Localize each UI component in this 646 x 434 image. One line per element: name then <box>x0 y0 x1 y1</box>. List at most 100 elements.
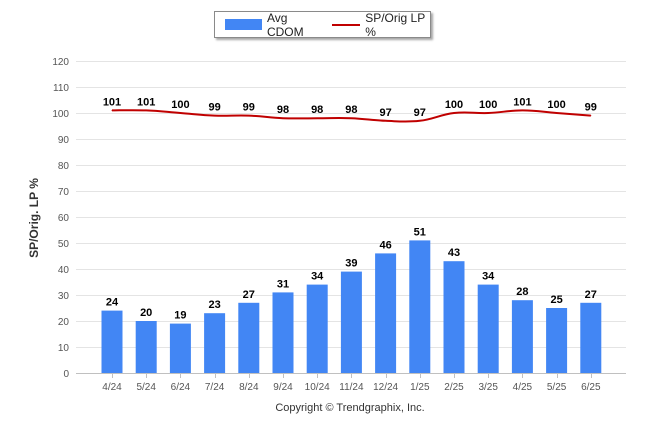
line-point <box>179 112 181 114</box>
bar-data-label: 25 <box>550 294 562 306</box>
line-point <box>350 117 352 119</box>
line-point <box>248 115 250 117</box>
bar-data-label: 39 <box>345 258 357 270</box>
bar-data-label: 43 <box>448 247 460 259</box>
y-tick-label: 90 <box>58 135 70 146</box>
line-point <box>453 112 455 114</box>
bar-data-label: 46 <box>379 239 391 251</box>
y-tick-label: 10 <box>58 343 70 354</box>
x-tick-label: 7/24 <box>205 382 225 393</box>
y-tick-label: 120 <box>52 57 69 68</box>
line-data-label: 100 <box>445 99 463 111</box>
copyright-text: Copyright © Trendgraphix, Inc. <box>275 402 425 414</box>
bar <box>477 284 499 373</box>
y-tick-label: 40 <box>58 265 70 276</box>
bar-data-label: 24 <box>106 297 119 309</box>
line-data-label: 97 <box>414 107 426 119</box>
line-point <box>214 115 216 117</box>
y-tick-label: 50 <box>58 239 70 250</box>
line-data-label: 101 <box>137 96 155 108</box>
y-tick-label: 80 <box>58 161 70 172</box>
bar <box>580 302 602 373</box>
bar <box>272 292 294 373</box>
x-tick-label: 1/25 <box>410 382 430 393</box>
bar-data-label: 23 <box>208 299 220 311</box>
y-tick-label: 110 <box>53 83 69 94</box>
x-tick-label: 11/24 <box>339 382 364 393</box>
bar-layer <box>101 240 602 373</box>
line-data-label: 98 <box>311 104 323 116</box>
line-data-label: 98 <box>345 104 357 116</box>
line-data-label: 99 <box>208 102 220 114</box>
y-tick-label: 20 <box>58 317 70 328</box>
line-point <box>556 112 558 114</box>
line-point <box>590 115 592 117</box>
line-data-label: 99 <box>243 102 255 114</box>
legend-bar-swatch <box>225 19 262 30</box>
x-tick-label: 10/24 <box>305 382 330 393</box>
y-tick-label: 100 <box>52 109 69 120</box>
line-data-label: 100 <box>547 99 565 111</box>
line-point <box>145 109 147 111</box>
legend-line-swatch <box>332 23 361 26</box>
x-tick-label: 3/25 <box>478 382 498 393</box>
line-data-label: 100 <box>479 99 497 111</box>
bar-data-label: 27 <box>243 289 255 301</box>
legend-item-avg-cdom[interactable]: Avg CDOM <box>215 11 320 39</box>
bar-data-label: 28 <box>516 286 528 298</box>
y-axis-title: SP/Orig. LP % <box>27 178 41 258</box>
bar <box>204 313 226 373</box>
bar <box>169 323 191 373</box>
bar <box>135 321 157 373</box>
label-layer: 24 20 19 23 27 31 34 39 46 51 43 34 28 25 27 101 101 100 9… <box>103 96 597 321</box>
line-layer <box>111 109 592 123</box>
bar <box>375 253 397 373</box>
x-tick-label: 5/24 <box>136 382 156 393</box>
bar <box>306 284 328 373</box>
grid-layer <box>76 61 626 374</box>
line-point <box>487 112 489 114</box>
x-tick-label: 12/24 <box>373 382 398 393</box>
bar <box>340 271 362 373</box>
bar <box>101 310 123 373</box>
x-tick-label: 8/24 <box>239 382 259 393</box>
y-tick-label: 30 <box>58 291 70 302</box>
x-tick-label: 6/24 <box>171 382 191 393</box>
bar <box>238 302 260 373</box>
line-point <box>316 117 318 119</box>
x-tick-label: 6/25 <box>581 382 601 393</box>
legend-item-sp-orig-lp[interactable]: SP/Orig LP % <box>320 11 430 39</box>
line-data-label: 101 <box>103 96 121 108</box>
line-data-label: 101 <box>513 96 531 108</box>
bar-data-label: 34 <box>482 271 495 283</box>
line-data-label: 98 <box>277 104 289 116</box>
bar <box>409 240 431 373</box>
legend: Avg CDOM SP/Orig LP % <box>214 11 431 39</box>
bar-data-label: 27 <box>585 289 597 301</box>
bar-data-label: 34 <box>311 271 324 283</box>
line-data-label: 100 <box>171 99 189 111</box>
line-data-label: 97 <box>379 107 391 119</box>
line-point <box>282 117 284 119</box>
x-tick-label: 2/25 <box>444 382 464 393</box>
x-tick-label: 9/24 <box>273 382 293 393</box>
y-tick-label: 60 <box>58 213 70 224</box>
x-tick-label: 4/24 <box>102 382 122 393</box>
axis-layer: 0 10 20 30 40 50 60 70 80 90 100 110 120 4/24 5/24 6/24… <box>52 57 626 393</box>
x-tick-label: 5/25 <box>547 382 567 393</box>
line-point <box>521 109 523 111</box>
y-tick-label: 70 <box>58 187 70 198</box>
line-point <box>419 120 421 122</box>
legend-bar-label: Avg CDOM <box>266 10 304 39</box>
y-tick-label: 0 <box>63 369 69 380</box>
bar-data-label: 20 <box>140 307 152 319</box>
x-tick-label: 4/25 <box>513 382 533 393</box>
bar <box>546 308 568 373</box>
bar <box>511 300 533 373</box>
bar-data-label: 51 <box>414 226 426 238</box>
bar-data-label: 31 <box>277 278 289 290</box>
legend-line-label: SP/Orig LP % <box>365 10 426 39</box>
line-data-label: 99 <box>585 102 597 114</box>
line-point <box>385 120 387 122</box>
